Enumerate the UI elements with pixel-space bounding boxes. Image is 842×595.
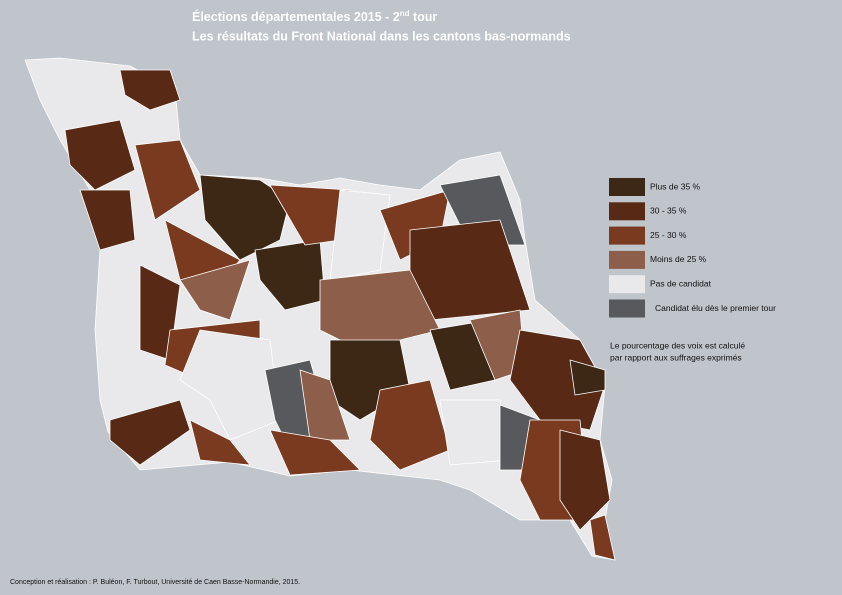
canton: [329, 189, 391, 281]
title-text: Élections départementales 2015 - 2: [192, 9, 400, 24]
canton: [369, 379, 451, 471]
canton: [569, 359, 606, 396]
legend-swatch: [609, 250, 645, 269]
canton: [559, 429, 611, 531]
canton: [79, 189, 136, 251]
title-line2: Les résultats du Front National dans les…: [192, 29, 571, 43]
legend-swatch: [609, 202, 645, 221]
canton: [439, 399, 511, 466]
canton: [134, 139, 201, 221]
legend: Plus de 35 % 30 - 35 % 25 - 30 % Moins de 2…: [609, 178, 776, 318]
legend-swatch: [609, 275, 645, 294]
canton: [179, 259, 251, 321]
legend-swatch: [609, 299, 645, 318]
canton: [189, 419, 251, 466]
title-line1: Élections départementales 2015 - 2nd tou…: [192, 9, 437, 24]
legend-label: Candidat élu dès le premier tour: [655, 303, 776, 313]
legend-swatch: [609, 226, 645, 245]
canton: [64, 119, 136, 191]
legend-label: 30 - 35 %: [650, 206, 687, 216]
note-line: par rapport aux suffrages exprimés: [610, 352, 742, 362]
legend-label: Pas de candidat: [650, 278, 712, 288]
canton: [119, 69, 181, 111]
legend-label: Moins de 25 %: [650, 254, 707, 264]
canton: [299, 369, 351, 441]
credit: Conception et réalisation : P. Buléon, F…: [10, 579, 300, 586]
legend-label: 25 - 30 %: [650, 230, 687, 240]
canton: [589, 514, 616, 561]
title-sup: nd: [400, 9, 410, 18]
title-rest: tour: [410, 10, 438, 24]
canton: [109, 399, 191, 466]
canton: [199, 174, 291, 261]
legend-swatch: [609, 178, 645, 196]
map: [24, 57, 616, 561]
canton: [509, 329, 606, 431]
note-line: Le pourcentage des voix est calculé: [610, 340, 745, 350]
legend-label: Plus de 35 %: [650, 181, 701, 191]
canton: [269, 429, 361, 476]
